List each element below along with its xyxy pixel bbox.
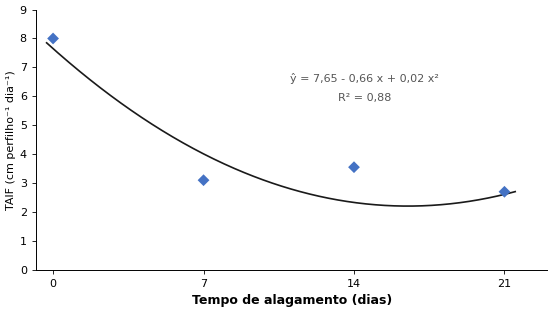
Y-axis label: TAlF (cm perfilho⁻¹ dia⁻¹): TAlF (cm perfilho⁻¹ dia⁻¹) <box>6 70 15 210</box>
Text: R² = 0,88: R² = 0,88 <box>338 93 392 103</box>
Point <box>349 165 358 170</box>
X-axis label: Tempo de alagamento (dias): Tempo de alagamento (dias) <box>191 295 392 307</box>
Point <box>500 189 509 194</box>
Text: ŷ = 7,65 - 0,66 x + 0,02 x²: ŷ = 7,65 - 0,66 x + 0,02 x² <box>290 74 439 85</box>
Point <box>199 178 208 183</box>
Point <box>49 36 58 41</box>
